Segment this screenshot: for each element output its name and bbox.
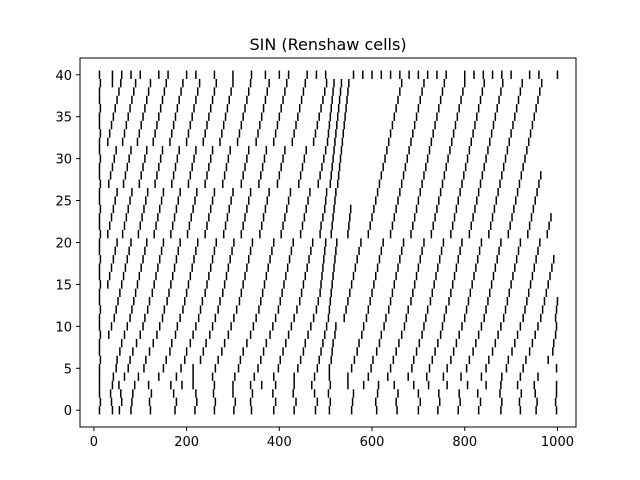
- spike-train-23: [98, 213, 552, 222]
- spike-train-40: [98, 70, 559, 79]
- spike-train-24: [99, 204, 535, 214]
- y-tick-label: 30: [55, 153, 72, 168]
- spike-train-14: [98, 288, 548, 298]
- spike-train-12: [99, 305, 558, 314]
- spike-train-2: [98, 389, 558, 398]
- chart-title: SIN (Renshaw cells): [249, 35, 406, 54]
- spike-train-36: [99, 104, 537, 113]
- spike-train-16: [98, 271, 551, 281]
- x-tick-label: 1000: [541, 435, 574, 450]
- spike-train-28: [98, 171, 542, 180]
- spike-train-30: [99, 154, 526, 163]
- spike-train-6: [99, 355, 549, 365]
- spikes-layer: [98, 70, 559, 415]
- spike-train-9: [99, 330, 557, 339]
- spike-train-0: [98, 406, 558, 415]
- spike-train-13: [98, 297, 559, 306]
- y-tick-label: 15: [55, 278, 72, 293]
- x-tick-label: 400: [267, 435, 292, 450]
- spike-train-38: [98, 87, 541, 96]
- spike-train-11: [98, 313, 557, 323]
- spike-train-19: [98, 246, 539, 256]
- y-tick-label: 5: [64, 362, 72, 377]
- y-tick-label: 0: [64, 404, 72, 419]
- spike-train-31: [98, 146, 528, 155]
- x-tick-label: 800: [452, 435, 477, 450]
- spike-train-39: [99, 78, 543, 88]
- spike-train-26: [98, 187, 538, 197]
- y-tick-label: 40: [55, 69, 72, 84]
- spike-train-18: [99, 255, 555, 264]
- spike-train-34: [98, 120, 534, 130]
- spike-train-3: [98, 380, 558, 390]
- spike-train-22: [98, 221, 550, 230]
- spike-train-1: [99, 397, 557, 407]
- y-tick-label: 35: [55, 111, 72, 126]
- spike-train-7: [98, 347, 554, 356]
- spike-train-17: [98, 263, 553, 272]
- y-tick-label: 10: [55, 320, 72, 335]
- x-tick-label: 200: [174, 435, 199, 450]
- spike-train-37: [98, 95, 539, 105]
- spike-train-35: [98, 112, 536, 121]
- spike-train-5: [98, 364, 558, 373]
- spike-train-25: [98, 196, 536, 205]
- spike-train-20: [98, 238, 541, 247]
- y-tick-label: 20: [55, 237, 72, 252]
- y-tick-label: 25: [55, 195, 72, 210]
- spike-train-4: [98, 372, 539, 381]
- spike-train-32: [98, 137, 530, 147]
- spike-train-27: [99, 179, 540, 188]
- spike-train-10: [98, 322, 558, 331]
- spike-train-8: [98, 338, 555, 348]
- spike-train-15: [99, 280, 549, 289]
- x-tick-label: 0: [90, 435, 98, 450]
- x-tick-label: 600: [360, 435, 385, 450]
- y-axis: 0 5 10 15 20 25 30 35 40: [55, 69, 80, 419]
- spike-train-29: [98, 162, 524, 172]
- spike-train-21: [99, 229, 549, 239]
- x-axis: 0 200 400 600 800 1000: [90, 427, 574, 450]
- spike-train-33: [99, 129, 532, 138]
